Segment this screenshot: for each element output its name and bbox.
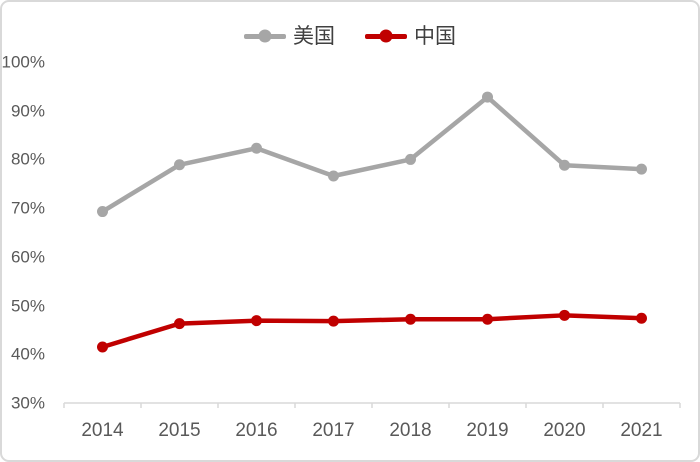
x-tick-label: 2017 [312,420,355,441]
legend-line-marker-icon [365,29,407,43]
legend: 美国 中国 [2,22,698,50]
legend-dot-icon [379,29,393,43]
y-tick-label: 90% [10,101,45,121]
y-tick-label: 80% [10,149,45,169]
y-tick-label: 30% [10,393,45,413]
x-tick-label: 2021 [620,420,663,441]
legend-item-usa: 美国 [244,23,335,48]
y-tick-label: 50% [10,296,45,316]
legend-line-marker-icon [244,29,286,43]
x-tick-label: 2018 [389,420,432,441]
y-tick-label: 70% [10,198,45,218]
x-tick-label: 2019 [466,420,509,441]
x-tick-label: 2016 [235,420,278,441]
legend-label-china: 中国 [414,23,456,48]
y-tick-label: 60% [10,247,45,267]
y-tick-label: 40% [10,344,45,364]
legend-dot-icon [258,29,272,43]
legend-label-usa: 美国 [293,23,335,48]
y-tick-label: 100% [1,52,45,72]
x-tick-label: 2015 [158,420,201,441]
x-tick-label: 2020 [543,420,586,441]
legend-item-china: 中国 [365,23,456,48]
x-tick-label: 2014 [81,420,124,441]
